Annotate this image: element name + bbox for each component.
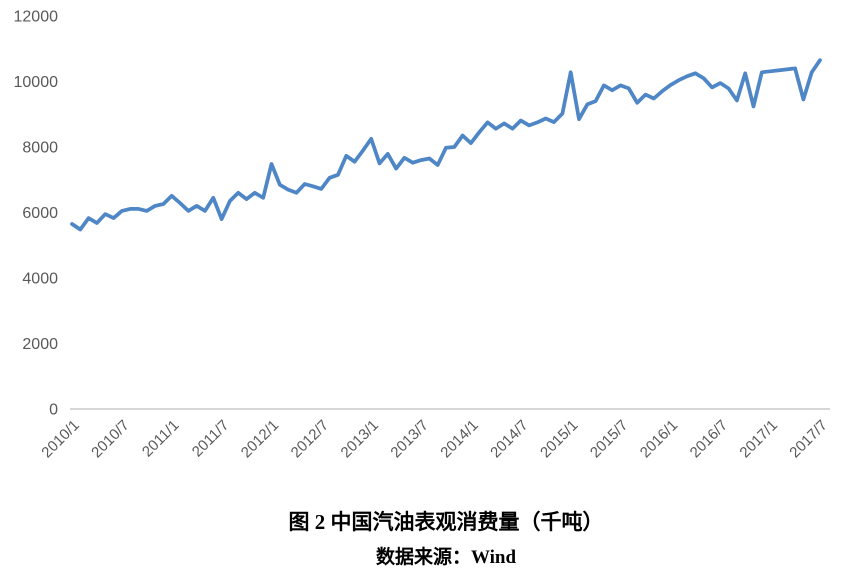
x-axis-tick-label: 2016/1 <box>637 417 681 461</box>
x-axis-tick-label: 2010/7 <box>88 417 132 461</box>
y-axis-tick-label: 4000 <box>22 271 58 288</box>
y-axis-tick-label: 10000 <box>14 74 59 91</box>
x-axis-tick-label: 2013/1 <box>338 417 382 461</box>
x-axis-tick-label: 2017/1 <box>736 417 780 461</box>
x-axis-tick-label: 2015/7 <box>587 417 631 461</box>
consumption-series-line <box>70 58 822 232</box>
x-axis-tick-label: 2014/7 <box>487 417 531 461</box>
x-axis-tick-label: 2011/1 <box>139 417 183 461</box>
y-axis-tick-label: 12000 <box>14 9 59 26</box>
x-axis-tick-label: 2012/7 <box>288 417 332 461</box>
x-axis-tick-label: 2014/1 <box>437 417 481 461</box>
data-source-note: 数据来源：Wind <box>375 547 517 568</box>
x-axis-tick-label: 2010/1 <box>38 417 82 461</box>
gasoline-consumption-line-chart: 0 2000 4000 6000 8000 10000 12000 2010/1 2010/7 2… <box>14 9 831 462</box>
figure-caption: 图 2 中国汽油表观消费量（千吨） <box>288 510 604 534</box>
x-axis-tick-label: 2012/1 <box>238 417 282 461</box>
y-axis-tick-label: 0 <box>49 402 58 419</box>
x-axis-tick-label: 2011/7 <box>189 417 233 461</box>
x-axis-tick-label: 2015/1 <box>537 417 581 461</box>
x-axis-tick-label: 2013/7 <box>387 417 431 461</box>
y-axis-tick-label: 8000 <box>22 140 58 157</box>
x-axis-tick-label: 2017/7 <box>786 417 830 461</box>
y-axis-tick-label: 2000 <box>22 336 58 353</box>
x-axis-tick-label: 2016/7 <box>687 417 731 461</box>
y-axis-tick-label: 6000 <box>22 205 58 222</box>
